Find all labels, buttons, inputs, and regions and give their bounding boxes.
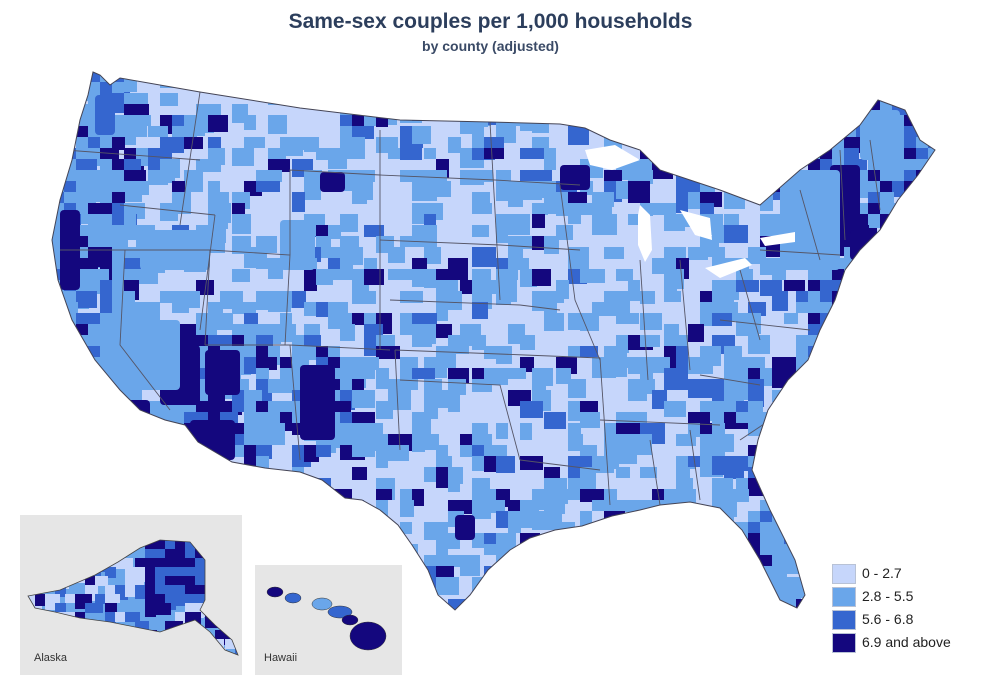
legend-swatch <box>832 587 856 607</box>
hawaii-islands <box>266 586 387 651</box>
legend-swatch <box>832 610 856 630</box>
legend-label: 6.9 and above <box>862 634 951 650</box>
lake-michigan <box>638 205 652 262</box>
legend-swatch <box>832 564 856 584</box>
alaska-label: Alaska <box>34 652 68 664</box>
lake-huron <box>680 210 712 240</box>
lake-ontario <box>760 232 795 246</box>
map-subtitle: by county (adjusted) <box>422 38 559 54</box>
hawaii-label: Hawaii <box>264 652 298 664</box>
legend-swatch <box>832 633 856 653</box>
legend-label: 0 - 2.7 <box>862 565 902 581</box>
lake-erie <box>705 258 752 278</box>
lake-superior <box>585 145 640 170</box>
hawaii-inset <box>255 565 402 675</box>
legend-label: 5.6 - 6.8 <box>862 611 914 627</box>
legend-label: 2.8 - 5.5 <box>862 588 914 604</box>
map-title: Same-sex couples per 1,000 households <box>288 10 693 33</box>
